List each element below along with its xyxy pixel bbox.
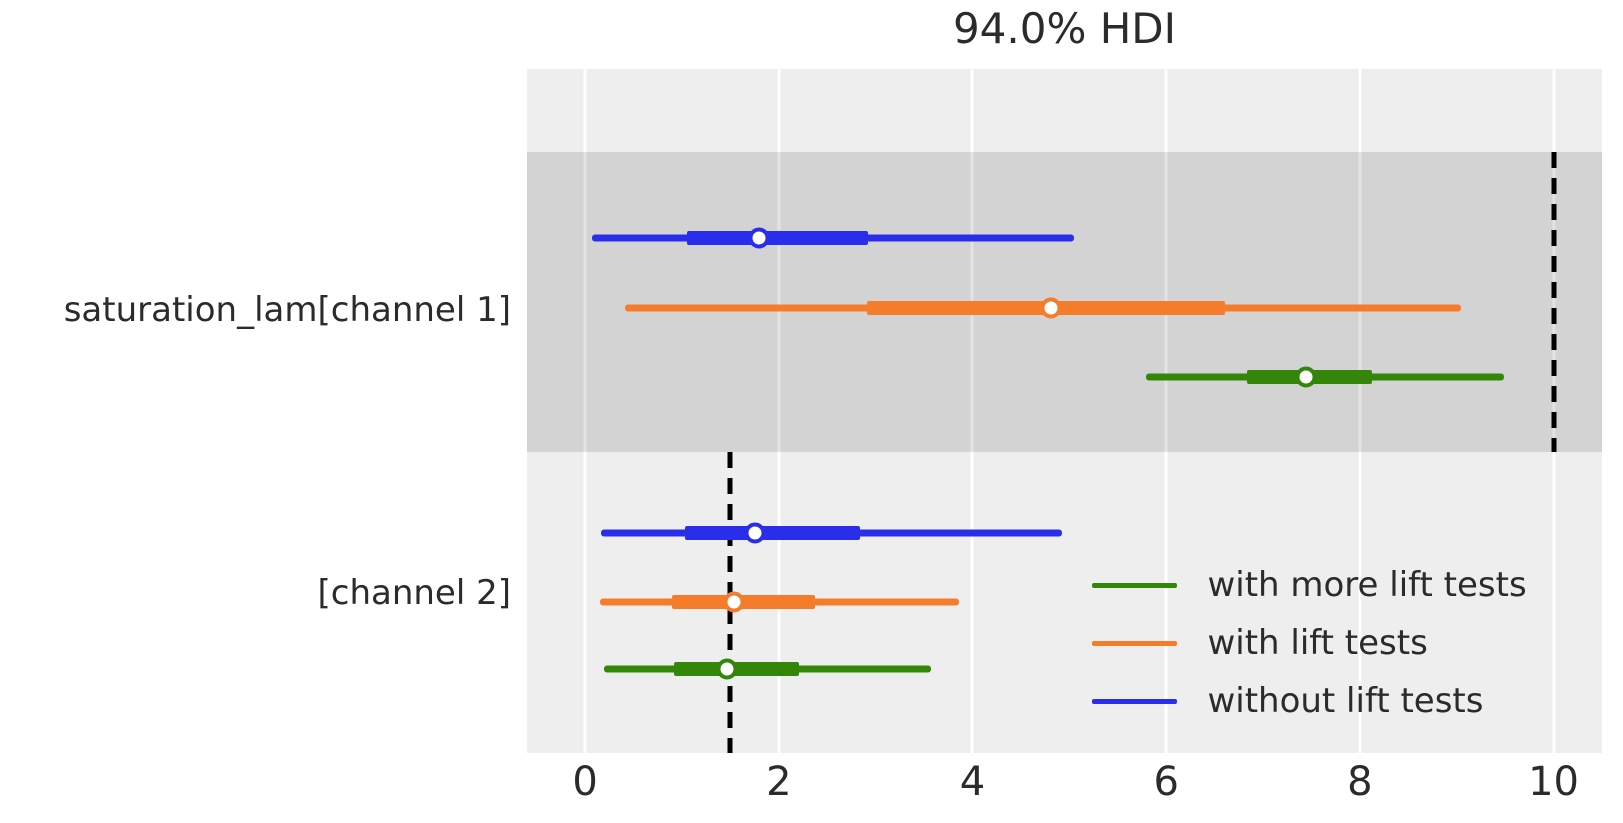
x-tick-label: 10 bbox=[1528, 759, 1580, 805]
legend-line-icon bbox=[1092, 640, 1178, 646]
gridline bbox=[583, 69, 587, 753]
x-tick-label: 6 bbox=[1153, 759, 1179, 805]
legend-item: with lift tests bbox=[1092, 614, 1526, 672]
legend-item: without lift tests bbox=[1092, 672, 1526, 730]
x-tick-label: 0 bbox=[572, 759, 598, 805]
legend: with more lift tests with lift tests witho… bbox=[1092, 556, 1527, 730]
reference-line bbox=[1551, 151, 1557, 453]
legend-line-icon bbox=[1092, 582, 1178, 588]
median-dot bbox=[744, 522, 766, 544]
legend-line-icon bbox=[1092, 698, 1178, 704]
x-tick-label: 4 bbox=[959, 759, 986, 805]
x-tick-label: 2 bbox=[766, 759, 792, 805]
group-label: saturation_lam[channel 1] bbox=[63, 289, 511, 330]
median-dot bbox=[748, 227, 770, 249]
legend-label: without lift tests bbox=[1207, 681, 1484, 721]
gridline bbox=[970, 69, 974, 753]
median-dot bbox=[1295, 366, 1317, 388]
median-dot bbox=[723, 591, 745, 613]
hdi-50-line bbox=[686, 230, 868, 245]
legend-label: with more lift tests bbox=[1207, 565, 1527, 605]
gridline bbox=[777, 69, 781, 753]
chart-title: 94.0% HDI bbox=[952, 4, 1177, 53]
gridline bbox=[1164, 69, 1168, 753]
group-label: [channel 2] bbox=[317, 572, 511, 613]
plot-area: 0 2 4 6 8 10 saturation_lam[channel 1] [channel… bbox=[64, 69, 1602, 805]
hdi-50-line bbox=[684, 525, 861, 540]
legend-item: with more lift tests bbox=[1092, 556, 1527, 614]
x-tick-label: 8 bbox=[1347, 759, 1373, 805]
median-dot bbox=[1040, 297, 1062, 319]
median-dot bbox=[716, 658, 738, 680]
legend-label: with lift tests bbox=[1207, 623, 1428, 663]
gridline bbox=[1358, 69, 1362, 753]
